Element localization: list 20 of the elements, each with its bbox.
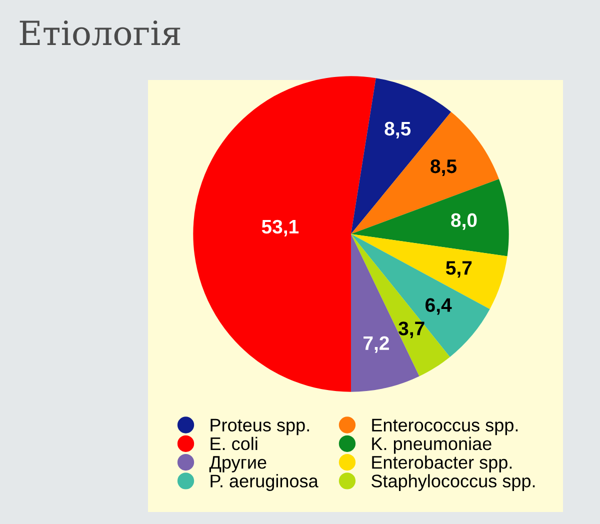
legend-label: K. pneumoniae [372, 436, 492, 454]
legend-label: Enterococcus spp. [372, 418, 518, 436]
data-label: 8,5 [430, 159, 456, 176]
data-label: 8,5 [384, 122, 411, 138]
pie-slice [351, 234, 490, 357]
data-label: 5,7 [446, 261, 472, 278]
legend-label: Enterobacter spp. [372, 456, 512, 472]
chart-title: Етіологія [20, 20, 180, 46]
data-label: 6,4 [426, 298, 452, 315]
pie-slice [351, 179, 509, 256]
data-label: 53,1 [262, 220, 299, 236]
data-label: 7,2 [364, 336, 389, 353]
pie-slice [351, 112, 499, 234]
legend-label: Staphylococcus spp. [372, 474, 535, 491]
legend-label: E. coli [210, 436, 258, 450]
legend-label: P. aeruginosa [210, 474, 318, 491]
data-label: 8,0 [451, 213, 477, 230]
legend-label: Другие [209, 456, 266, 472]
legend-label: Proteus spp. [210, 418, 309, 436]
data-label: 3,7 [398, 322, 424, 338]
